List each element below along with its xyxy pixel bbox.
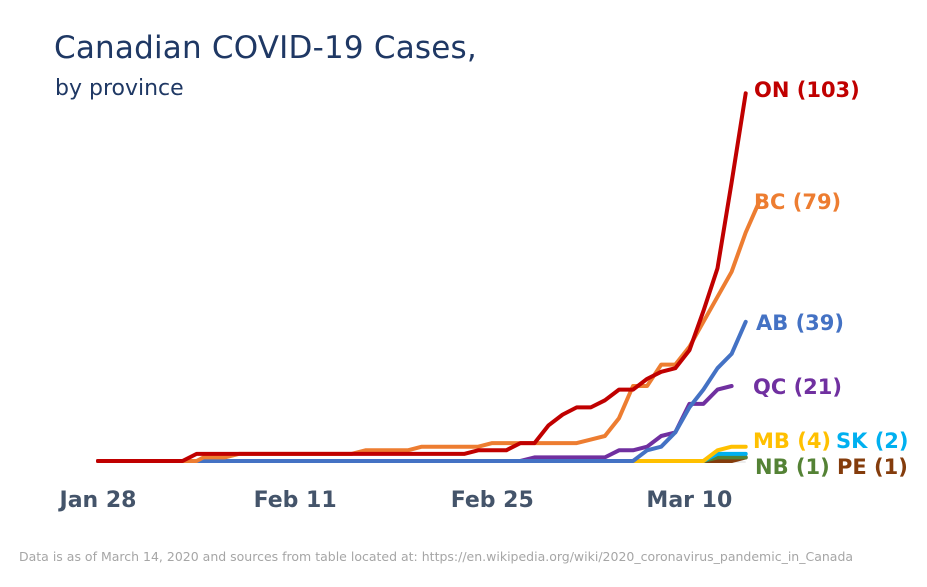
- series-label-qc: QC (21): [753, 375, 842, 399]
- series-line-bc: [96, 198, 762, 463]
- x-tick-label: Jan 28: [58, 488, 137, 513]
- x-tick-label: Feb 25: [451, 488, 534, 513]
- series-label-mb: MB (4): [753, 429, 831, 453]
- x-tick-label: Mar 10: [646, 488, 732, 513]
- chart-title: Canadian COVID-19 Cases,: [54, 30, 477, 66]
- series-end-labels: PE (1) NB (1)SK (2)MB (4) QC (21) AB (39) BC…: [753, 78, 909, 479]
- series-line-qc: [96, 384, 734, 463]
- x-tick-labels: Jan 28 Feb 11 Feb 25 Mar 10: [58, 488, 733, 513]
- series-label-ab: AB (39): [756, 311, 844, 335]
- series-lines: [96, 91, 762, 463]
- series-label-sk: SK (2): [836, 429, 909, 453]
- series-label-nb: NB (1): [755, 455, 830, 479]
- series-label-bc: BC (79): [754, 190, 841, 214]
- series-label-pe: PE (1): [837, 455, 908, 479]
- series-line-on: [96, 91, 748, 463]
- chart-subtitle: by province: [55, 76, 184, 101]
- x-tick-label: Feb 11: [254, 488, 337, 513]
- series-label-on: ON (103): [754, 78, 860, 102]
- series-line-ab: [96, 319, 748, 463]
- source-footnote: Data is as of March 14, 2020 and sources…: [19, 549, 854, 564]
